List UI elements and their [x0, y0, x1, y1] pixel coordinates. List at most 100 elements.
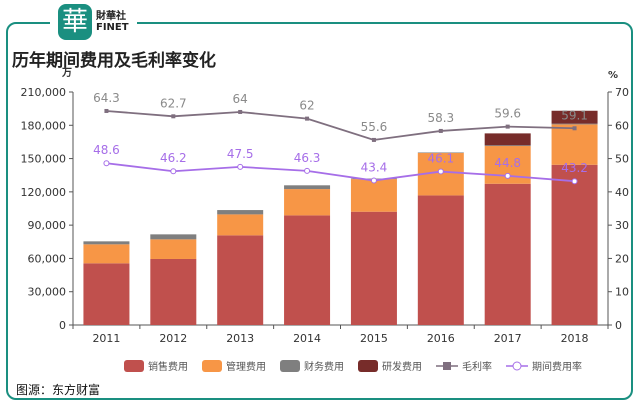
legend-label: 期间费用率: [532, 360, 582, 373]
right-tick-label: 30: [615, 219, 629, 232]
data-label-期间费用率: 44.8: [494, 156, 521, 170]
data-label-期间费用率: 43.2: [561, 161, 588, 175]
bar-财务费用-2013: [217, 210, 264, 215]
left-tick-label: 180,000: [21, 119, 67, 132]
legend-label: 销售费用: [148, 360, 188, 373]
bar-研发费用-2017: [484, 133, 531, 146]
source-note: 图源：东方财富: [16, 383, 101, 397]
bar-财务费用-2012: [150, 234, 197, 240]
right-tick-label: 10: [615, 286, 629, 299]
data-label-期间费用率: 47.5: [227, 147, 254, 161]
right-tick-label: 70: [615, 86, 629, 99]
bar-销售费用-2015: [350, 211, 397, 325]
right-tick-label: 20: [615, 252, 629, 265]
logo-line2: FINET: [96, 22, 129, 33]
bar-管理费用-2012: [150, 239, 197, 259]
marker-期间费用率: [170, 168, 177, 175]
x-tick-label: 2015: [360, 332, 388, 345]
data-label-期间费用率: 48.6: [93, 143, 120, 157]
logo-line1: 財華社: [96, 11, 126, 22]
chart-frame: [6, 22, 633, 400]
marker-毛利率: [438, 128, 443, 133]
left-tick-label: 0: [59, 319, 66, 332]
data-label-毛利率: 62.7: [160, 96, 187, 110]
left-tick-label: 120,000: [21, 186, 67, 199]
right-tick-label: 0: [615, 319, 622, 332]
left-tick-label: 210,000: [21, 86, 67, 99]
legend-label: 研发费用: [382, 360, 422, 373]
bar-销售费用-2013: [217, 235, 264, 325]
bar-管理费用-2018: [551, 124, 598, 165]
marker-毛利率: [171, 114, 176, 119]
left-axis-unit: 万: [61, 67, 72, 79]
x-tick-label: 2017: [494, 332, 522, 345]
marker-毛利率: [505, 124, 510, 129]
bar-销售费用-2017: [484, 183, 531, 325]
x-tick-label: 2018: [561, 332, 589, 345]
bar-销售费用-2014: [284, 215, 331, 325]
bar-销售费用-2018: [551, 164, 598, 325]
x-tick-label: 2011: [92, 332, 120, 345]
line-期间费用率: [106, 162, 575, 183]
marker-期间费用率: [103, 160, 110, 167]
left-tick-label: 150,000: [21, 153, 67, 166]
data-label-毛利率: 55.6: [361, 120, 388, 134]
marker-期间费用率: [237, 163, 244, 170]
marker-毛利率: [371, 137, 376, 142]
data-label-毛利率: 59.1: [561, 108, 588, 122]
marker-期间费用率: [571, 178, 578, 185]
bar-财务费用-2017: [484, 145, 531, 147]
marker-毛利率: [572, 126, 577, 131]
legend-label: 管理费用: [226, 360, 266, 373]
bar-管理费用-2011: [83, 244, 130, 264]
data-label-期间费用率: 46.3: [294, 151, 321, 165]
marker-期间费用率: [304, 167, 311, 174]
data-label-期间费用率: 43.4: [361, 161, 388, 175]
marker-毛利率: [104, 108, 109, 113]
x-tick-label: 2016: [427, 332, 455, 345]
legend-marker: [443, 362, 451, 370]
data-label-毛利率: 59.6: [494, 107, 521, 121]
bar-销售费用-2016: [417, 195, 464, 325]
bar-研发费用-2018: [551, 110, 598, 124]
legend-marker: [512, 361, 522, 371]
data-label-期间费用率: 46.1: [427, 152, 454, 166]
x-tick-label: 2012: [159, 332, 187, 345]
bar-销售费用-2011: [83, 263, 130, 325]
data-label-毛利率: 64.3: [93, 91, 120, 105]
legend-swatch: [358, 360, 378, 372]
x-tick-label: 2014: [293, 332, 321, 345]
legend-label: 毛利率: [462, 360, 492, 373]
bar-财务费用-2014: [284, 185, 331, 190]
right-axis-unit: %: [608, 70, 618, 81]
bar-销售费用-2012: [150, 258, 197, 325]
bar-财务费用-2018: [551, 123, 598, 125]
right-tick-label: 60: [615, 119, 629, 132]
left-tick-label: 60,000: [28, 252, 67, 265]
data-label-毛利率: 58.3: [427, 111, 454, 125]
data-label-期间费用率: 46.2: [160, 151, 187, 165]
right-tick-label: 40: [615, 186, 629, 199]
bar-管理费用-2013: [217, 214, 264, 236]
bar-财务费用-2011: [83, 241, 130, 245]
left-tick-label: 90,000: [28, 219, 67, 232]
legend-swatch: [202, 360, 222, 372]
logo-mark: 華: [58, 4, 92, 40]
legend-label: 财务费用: [304, 360, 344, 373]
bar-财务费用-2016: [417, 152, 464, 154]
marker-期间费用率: [370, 177, 377, 184]
marker-期间费用率: [437, 168, 444, 175]
x-tick-label: 2013: [226, 332, 254, 345]
marker-毛利率: [238, 109, 243, 114]
data-label-毛利率: 62: [299, 99, 314, 113]
legend-swatch: [280, 360, 300, 372]
chart-title: 历年期间费用及毛利率变化: [12, 51, 216, 71]
legend-swatch: [124, 360, 144, 372]
right-tick-label: 50: [615, 153, 629, 166]
line-毛利率: [106, 110, 575, 141]
data-label-毛利率: 64: [233, 92, 248, 106]
left-tick-label: 30,000: [28, 286, 67, 299]
bar-管理费用-2014: [284, 189, 331, 216]
marker-期间费用率: [504, 172, 511, 179]
